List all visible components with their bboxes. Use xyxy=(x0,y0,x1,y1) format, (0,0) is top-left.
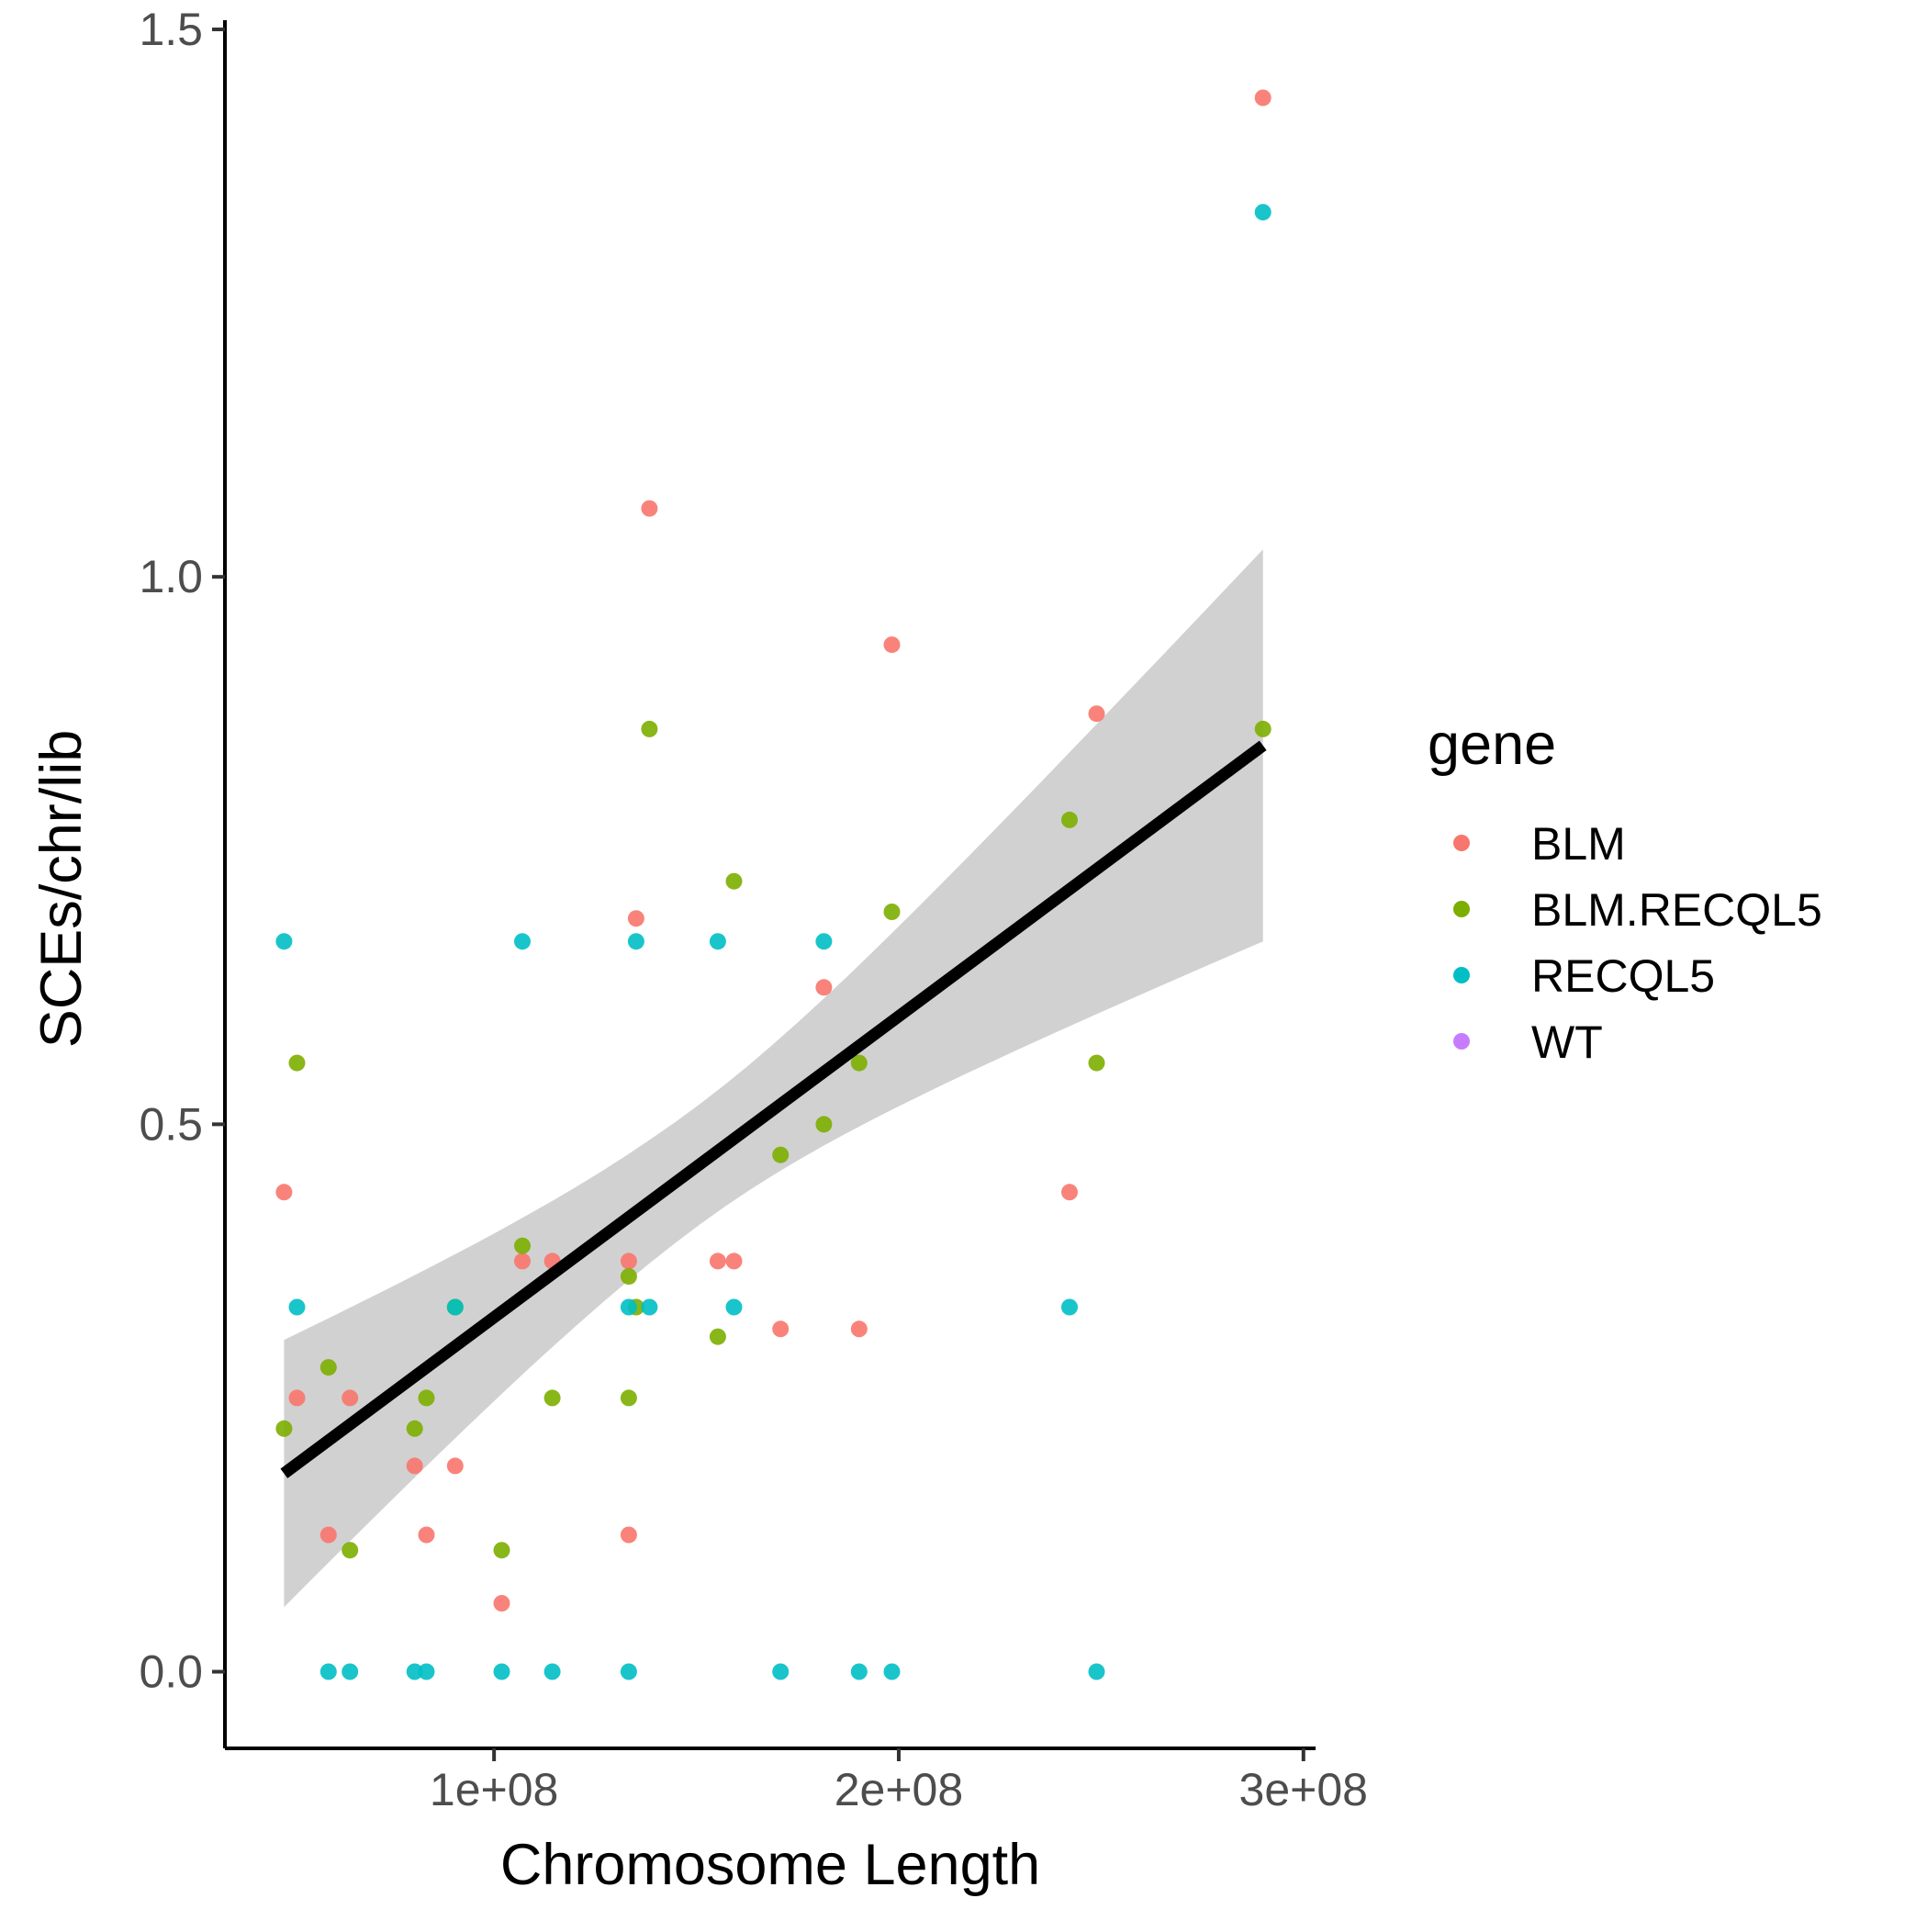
data-point xyxy=(406,1457,423,1475)
data-point xyxy=(406,1663,423,1680)
legend-label: BLM.RECQL5 xyxy=(1531,884,1822,936)
x-tick-label: 1e+08 xyxy=(430,1764,558,1815)
data-point xyxy=(620,1526,637,1544)
data-point xyxy=(883,636,901,654)
data-point xyxy=(446,1457,464,1475)
data-point xyxy=(493,1595,510,1612)
y-tick-label: 1.0 xyxy=(139,551,203,602)
regression-line-layer xyxy=(280,740,1267,1478)
data-point xyxy=(850,1054,868,1072)
data-point xyxy=(342,1542,359,1559)
data-point xyxy=(1088,705,1105,723)
data-point xyxy=(514,1237,531,1254)
data-point xyxy=(319,1526,337,1544)
legend: gene BLM BLM.RECQL5 RECQL5 WT xyxy=(1428,713,1822,1068)
legend-key xyxy=(1453,835,1470,851)
regression-line xyxy=(280,740,1267,1478)
y-tick-label: 0.5 xyxy=(139,1098,203,1150)
data-point xyxy=(725,1252,743,1270)
data-point xyxy=(815,1116,833,1133)
legend-label: RECQL5 xyxy=(1531,950,1715,1002)
data-point xyxy=(275,933,293,950)
data-point xyxy=(514,933,531,950)
data-point xyxy=(342,1389,359,1407)
data-point xyxy=(418,1526,435,1544)
data-point xyxy=(446,1298,464,1316)
data-point xyxy=(772,1663,790,1680)
data-point xyxy=(288,1298,306,1316)
points-layer xyxy=(275,89,1272,1680)
data-point xyxy=(1061,1184,1078,1201)
series-blm xyxy=(275,89,1272,1612)
axes-layer: 0.0 0.5 1.0 1.5 1e+08 2e+08 3e+08 Chromosome Le… xyxy=(29,4,1368,1897)
data-point xyxy=(1254,89,1272,107)
data-point xyxy=(850,1320,868,1338)
data-point xyxy=(275,1420,293,1437)
data-point xyxy=(1061,1298,1078,1316)
confidence-band xyxy=(284,549,1263,1608)
x-tick-label: 2e+08 xyxy=(835,1764,963,1815)
data-point xyxy=(1088,1663,1105,1680)
data-point xyxy=(883,904,901,920)
data-point xyxy=(883,1663,901,1680)
data-point xyxy=(1061,811,1078,828)
data-point xyxy=(288,1054,306,1072)
data-point xyxy=(275,1184,293,1201)
series-recql5 xyxy=(275,204,1272,1680)
data-point xyxy=(620,1663,637,1680)
data-point xyxy=(620,1252,637,1270)
data-point xyxy=(627,910,644,927)
data-point xyxy=(1088,1054,1105,1072)
legend-title: gene xyxy=(1428,713,1556,777)
data-point xyxy=(288,1389,306,1407)
data-point xyxy=(1254,204,1272,221)
data-point xyxy=(1254,720,1272,737)
data-point xyxy=(418,1663,435,1680)
data-point xyxy=(709,933,726,950)
legend-key xyxy=(1453,1033,1470,1050)
data-point xyxy=(543,1663,561,1680)
data-point xyxy=(620,1298,637,1316)
data-point xyxy=(815,933,833,950)
y-tick-label: 1.5 xyxy=(139,4,203,55)
series-blm-recql5 xyxy=(275,720,1272,1559)
data-point xyxy=(418,1389,435,1407)
data-point xyxy=(709,1252,726,1270)
data-point xyxy=(319,1663,337,1680)
legend-key xyxy=(1453,901,1470,917)
data-point xyxy=(627,933,644,950)
data-point xyxy=(772,1320,790,1338)
data-point xyxy=(493,1663,510,1680)
data-point xyxy=(815,979,833,996)
data-point xyxy=(850,1663,868,1680)
data-point xyxy=(709,1328,726,1345)
x-axis-title: Chromosome Length xyxy=(500,1833,1040,1897)
data-point xyxy=(641,720,658,737)
y-tick-label: 0.0 xyxy=(139,1646,203,1698)
data-point xyxy=(641,1298,658,1316)
data-point xyxy=(725,1298,743,1316)
data-point xyxy=(641,500,658,517)
x-tick-label: 3e+08 xyxy=(1239,1764,1368,1815)
y-axis-title: SCEs/chr/lib xyxy=(29,730,94,1049)
data-point xyxy=(543,1389,561,1407)
data-point xyxy=(725,872,743,890)
data-point xyxy=(514,1252,531,1270)
data-point xyxy=(406,1420,423,1437)
confidence-band-layer xyxy=(284,549,1263,1608)
data-point xyxy=(493,1542,510,1559)
legend-label: BLM xyxy=(1531,818,1626,870)
legend-key xyxy=(1453,967,1470,983)
data-point xyxy=(319,1359,337,1376)
data-point xyxy=(620,1268,637,1286)
data-point xyxy=(342,1663,359,1680)
data-point xyxy=(620,1389,637,1407)
legend-label: WT xyxy=(1531,1017,1603,1068)
data-point xyxy=(772,1146,790,1163)
